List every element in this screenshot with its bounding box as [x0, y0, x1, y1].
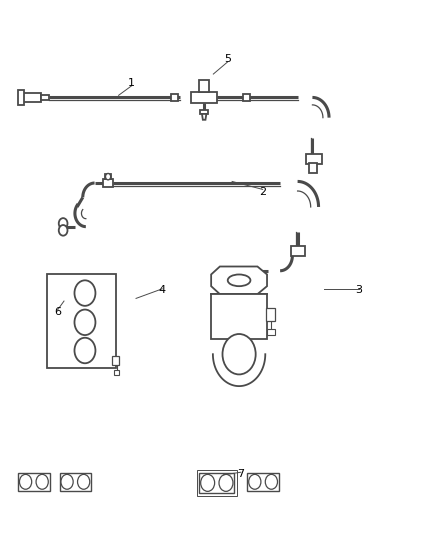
Bar — [247, 473, 279, 491]
Ellipse shape — [228, 274, 251, 286]
Circle shape — [249, 474, 261, 489]
Bar — [191, 92, 217, 103]
Bar — [114, 370, 120, 375]
Bar — [171, 94, 178, 101]
Bar — [267, 329, 275, 335]
Bar — [306, 154, 322, 165]
Bar — [244, 94, 251, 101]
Bar — [60, 473, 91, 491]
Bar — [199, 80, 209, 92]
Bar — [18, 473, 49, 491]
Bar — [309, 164, 317, 173]
Circle shape — [19, 474, 32, 489]
Circle shape — [74, 310, 95, 335]
Circle shape — [223, 334, 256, 374]
Text: 1: 1 — [128, 78, 135, 88]
Circle shape — [36, 474, 48, 489]
Polygon shape — [202, 114, 206, 120]
Text: 5: 5 — [224, 54, 231, 64]
Circle shape — [106, 173, 111, 180]
Circle shape — [201, 474, 215, 491]
Text: 6: 6 — [54, 306, 61, 317]
Bar — [106, 174, 111, 179]
Circle shape — [61, 474, 73, 489]
Text: 7: 7 — [237, 469, 244, 479]
Circle shape — [59, 218, 67, 229]
Bar — [291, 246, 304, 256]
Circle shape — [74, 280, 95, 306]
Bar — [200, 110, 208, 114]
Circle shape — [219, 474, 233, 491]
Bar — [266, 309, 275, 321]
Bar — [41, 95, 49, 100]
Polygon shape — [211, 266, 267, 294]
Circle shape — [265, 474, 278, 489]
Text: 3: 3 — [355, 286, 362, 295]
Bar — [46, 274, 117, 368]
Circle shape — [78, 474, 90, 489]
Bar — [112, 356, 119, 366]
Bar — [199, 473, 234, 493]
Text: 4: 4 — [159, 286, 166, 295]
Bar — [197, 470, 237, 496]
Circle shape — [59, 225, 67, 236]
Bar — [18, 90, 24, 105]
Text: 2: 2 — [259, 187, 266, 197]
Bar — [211, 294, 267, 340]
Bar — [103, 179, 113, 187]
Bar — [23, 93, 41, 102]
Circle shape — [74, 338, 95, 364]
